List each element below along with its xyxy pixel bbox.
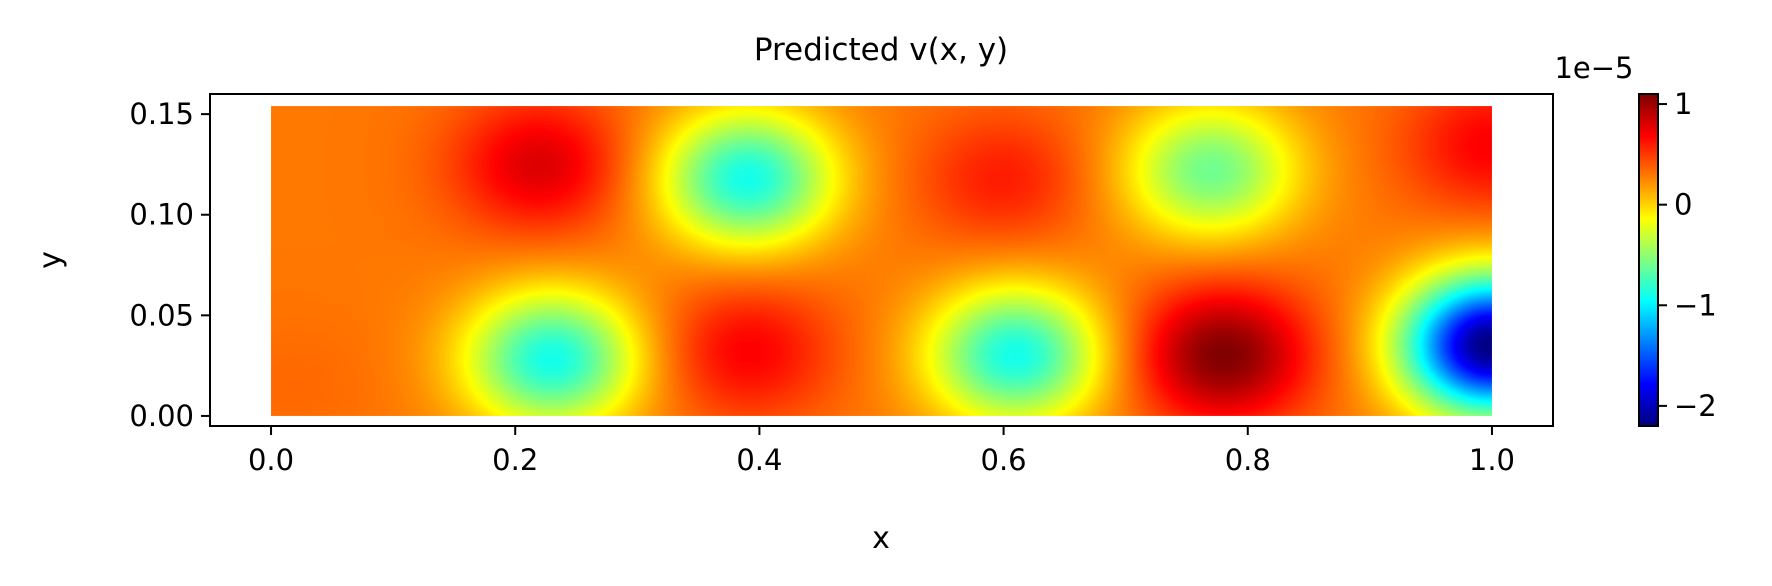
x-tick-label: 0.8 [1225,443,1271,477]
x-axis-label: x [872,521,890,556]
colorbar-frame [1638,93,1659,427]
colorbar-tick-label: −1 [1674,288,1717,322]
colorbar-tick-label: 0 [1674,188,1692,222]
colorbar-offset-label: 1e−5 [1554,51,1633,85]
y-tick-label: 0.15 [129,97,194,131]
x-tick-label: 0.6 [981,443,1027,477]
y-axis-ticks: 0.00 0.05 0.10 0.15 [129,97,210,433]
x-tick-label: 0.4 [736,443,782,477]
colorbar-gradient [1639,94,1658,426]
colorbar-tick-label: −2 [1674,389,1717,423]
heatmap-image [271,106,1492,416]
y-tick-label: 0.00 [129,399,194,433]
x-tick-label: 0.2 [492,443,538,477]
colorbar: 1 0 −1 −2 1e−5 [1554,51,1717,427]
y-tick-label: 0.05 [129,298,194,332]
x-tick-label: 1.0 [1469,443,1515,477]
chart-title: Predicted v(x, y) [754,32,1008,68]
plot-frame [209,93,1554,427]
colorbar-ticks: 1 0 −1 −2 [1658,87,1717,423]
plot-area [209,93,1554,427]
y-axis-label: y [33,251,68,269]
y-tick-label: 0.10 [129,198,194,232]
colorbar-tick-label: 1 [1674,87,1692,121]
x-axis-ticks: 0.0 0.2 0.4 0.6 0.8 1.0 [248,426,1515,477]
x-tick-label: 0.0 [248,443,294,477]
